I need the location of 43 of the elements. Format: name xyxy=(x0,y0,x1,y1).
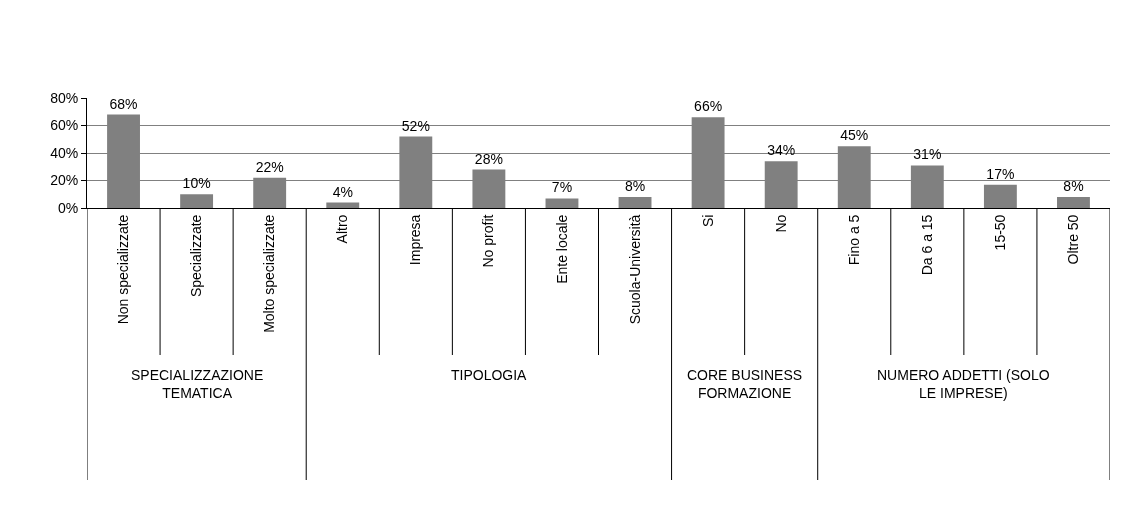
x-tick-label: 15-50 xyxy=(991,214,1008,251)
x-tick-label: Non specializzate xyxy=(115,214,132,325)
text: NUMERO ADDETTI (SOLO LE IMPRESE) xyxy=(877,367,1050,402)
data-label: 68% xyxy=(109,95,138,112)
text: SPECIALIZZAZIONE TEMATICA xyxy=(131,367,264,402)
data-label: 8% xyxy=(1063,178,1084,194)
x-tick-label: Si xyxy=(699,214,716,228)
x-tick-label: Specializzate xyxy=(188,214,205,298)
x-tick-label: Fino a 5 xyxy=(845,214,862,266)
text: CORE BUSINESS FORMAZIONE xyxy=(687,367,803,402)
bar xyxy=(180,194,214,208)
x-tick-label: Impresa xyxy=(407,214,424,266)
data-label: 66% xyxy=(694,98,723,115)
bar xyxy=(618,197,652,208)
x-tick-label: Molto specializzate xyxy=(261,214,278,333)
y-tick-label: 20% xyxy=(50,172,79,189)
data-label: 28% xyxy=(474,150,503,167)
data-label: 10% xyxy=(182,175,211,192)
data-label: 17% xyxy=(986,165,1015,182)
bar xyxy=(983,184,1017,208)
bar xyxy=(326,202,360,208)
bar xyxy=(1057,197,1090,208)
data-label: 52% xyxy=(401,117,430,134)
x-tick-label: Oltre 50 xyxy=(1065,214,1082,265)
y-tick-label: 0% xyxy=(57,199,79,216)
y-tick-label: 80% xyxy=(50,89,79,106)
x-tick-label: Da 6 a 15 xyxy=(918,214,935,276)
y-tick-label: 60% xyxy=(50,117,79,134)
data-label: 4% xyxy=(332,183,353,200)
x-tick-label: No profit xyxy=(480,214,497,268)
x-tick-label: No xyxy=(772,214,789,233)
bar xyxy=(545,198,579,208)
data-label: 34% xyxy=(767,142,796,159)
x-tick-label: Ente locale xyxy=(553,214,570,284)
x-tick-label: Altro xyxy=(334,214,351,244)
y-tick-label: 40% xyxy=(50,144,79,161)
data-label: 22% xyxy=(255,158,284,175)
data-label: 31% xyxy=(913,146,942,163)
data-label: 7% xyxy=(551,179,573,196)
data-label: 8% xyxy=(624,178,646,194)
data-label: 45% xyxy=(840,127,869,144)
text: TIPOLOGIA xyxy=(451,367,528,383)
x-tick-label: Scuola-Università xyxy=(626,214,643,325)
